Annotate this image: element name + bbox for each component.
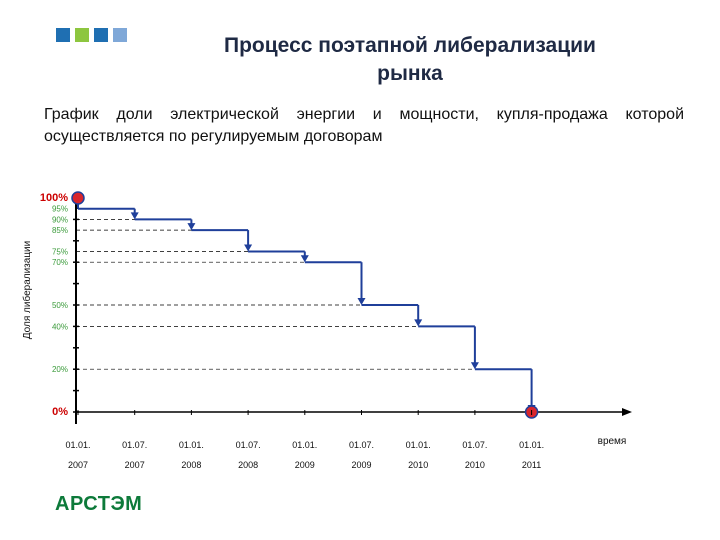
step-arrow [414, 319, 423, 327]
x-tick-label-line1: 01.07. [122, 440, 147, 450]
x-tick-label-line2: 2007 [68, 460, 88, 470]
x-tick-label-line2: 2008 [238, 460, 258, 470]
y-axis-label: Доля либерализации [21, 241, 33, 339]
x-tick-label-line2: 2010 [465, 460, 485, 470]
y-level-label: 75% [52, 248, 68, 257]
x-tick-label-line1: 01.01. [65, 440, 90, 450]
x-tick-label-line2: 2009 [351, 460, 371, 470]
y-level-label: 85% [52, 226, 68, 235]
step-arrow [300, 255, 309, 263]
x-tick-label-line2: 2011 [522, 460, 541, 470]
y-level-label: 70% [52, 258, 68, 267]
logo-square-2 [75, 28, 89, 42]
start-marker [71, 191, 85, 205]
x-axis-arrow [622, 408, 632, 416]
x-tick-label-line2: 2007 [125, 460, 145, 470]
title-line-2: рынка [377, 62, 443, 85]
y-level-label: 95% [52, 205, 68, 214]
x-tick-label-line1: 01.01. [406, 440, 431, 450]
x-axis-label: время [598, 436, 627, 447]
y-level-label: 20% [52, 365, 68, 374]
chart-subtitle: График доли электрической энергии и мощн… [44, 106, 684, 145]
y-level-label: 50% [52, 301, 68, 310]
x-tick-label-line1: 01.07. [349, 440, 374, 450]
page-title: Процесс поэтапной либерализации рынка [150, 32, 670, 88]
logo-square-4 [113, 28, 127, 42]
x-tick-label-line2: 2008 [181, 460, 201, 470]
logo-square-3 [94, 28, 108, 42]
step-arrow [357, 298, 366, 305]
x-tick-label-line2: 2009 [295, 460, 315, 470]
step-arrow [187, 223, 196, 231]
x-tick-label-line1: 01.07. [236, 440, 261, 450]
company-logo: АРСТЭМ [55, 493, 143, 515]
y-level-label: 90% [52, 215, 68, 224]
x-tick-label-line1: 01.07. [462, 440, 487, 450]
title-line-1: Процесс поэтапной либерализации [224, 34, 596, 57]
x-tick-label-line1: 01.01. [519, 440, 544, 450]
y-level-label: 40% [52, 322, 68, 331]
step-arrow [244, 244, 253, 252]
x-tick-label-line2: 2010 [408, 460, 428, 470]
step-arrow [130, 212, 139, 220]
x-tick-label-line1: 01.01. [179, 440, 204, 450]
step-arrow [470, 362, 479, 370]
logo-squares [56, 28, 127, 42]
y-level-label: 100% [40, 192, 68, 204]
logo-square-1 [56, 28, 70, 42]
x-tick-label-line1: 01.01. [292, 440, 317, 450]
y-level-label: 0% [52, 406, 68, 418]
